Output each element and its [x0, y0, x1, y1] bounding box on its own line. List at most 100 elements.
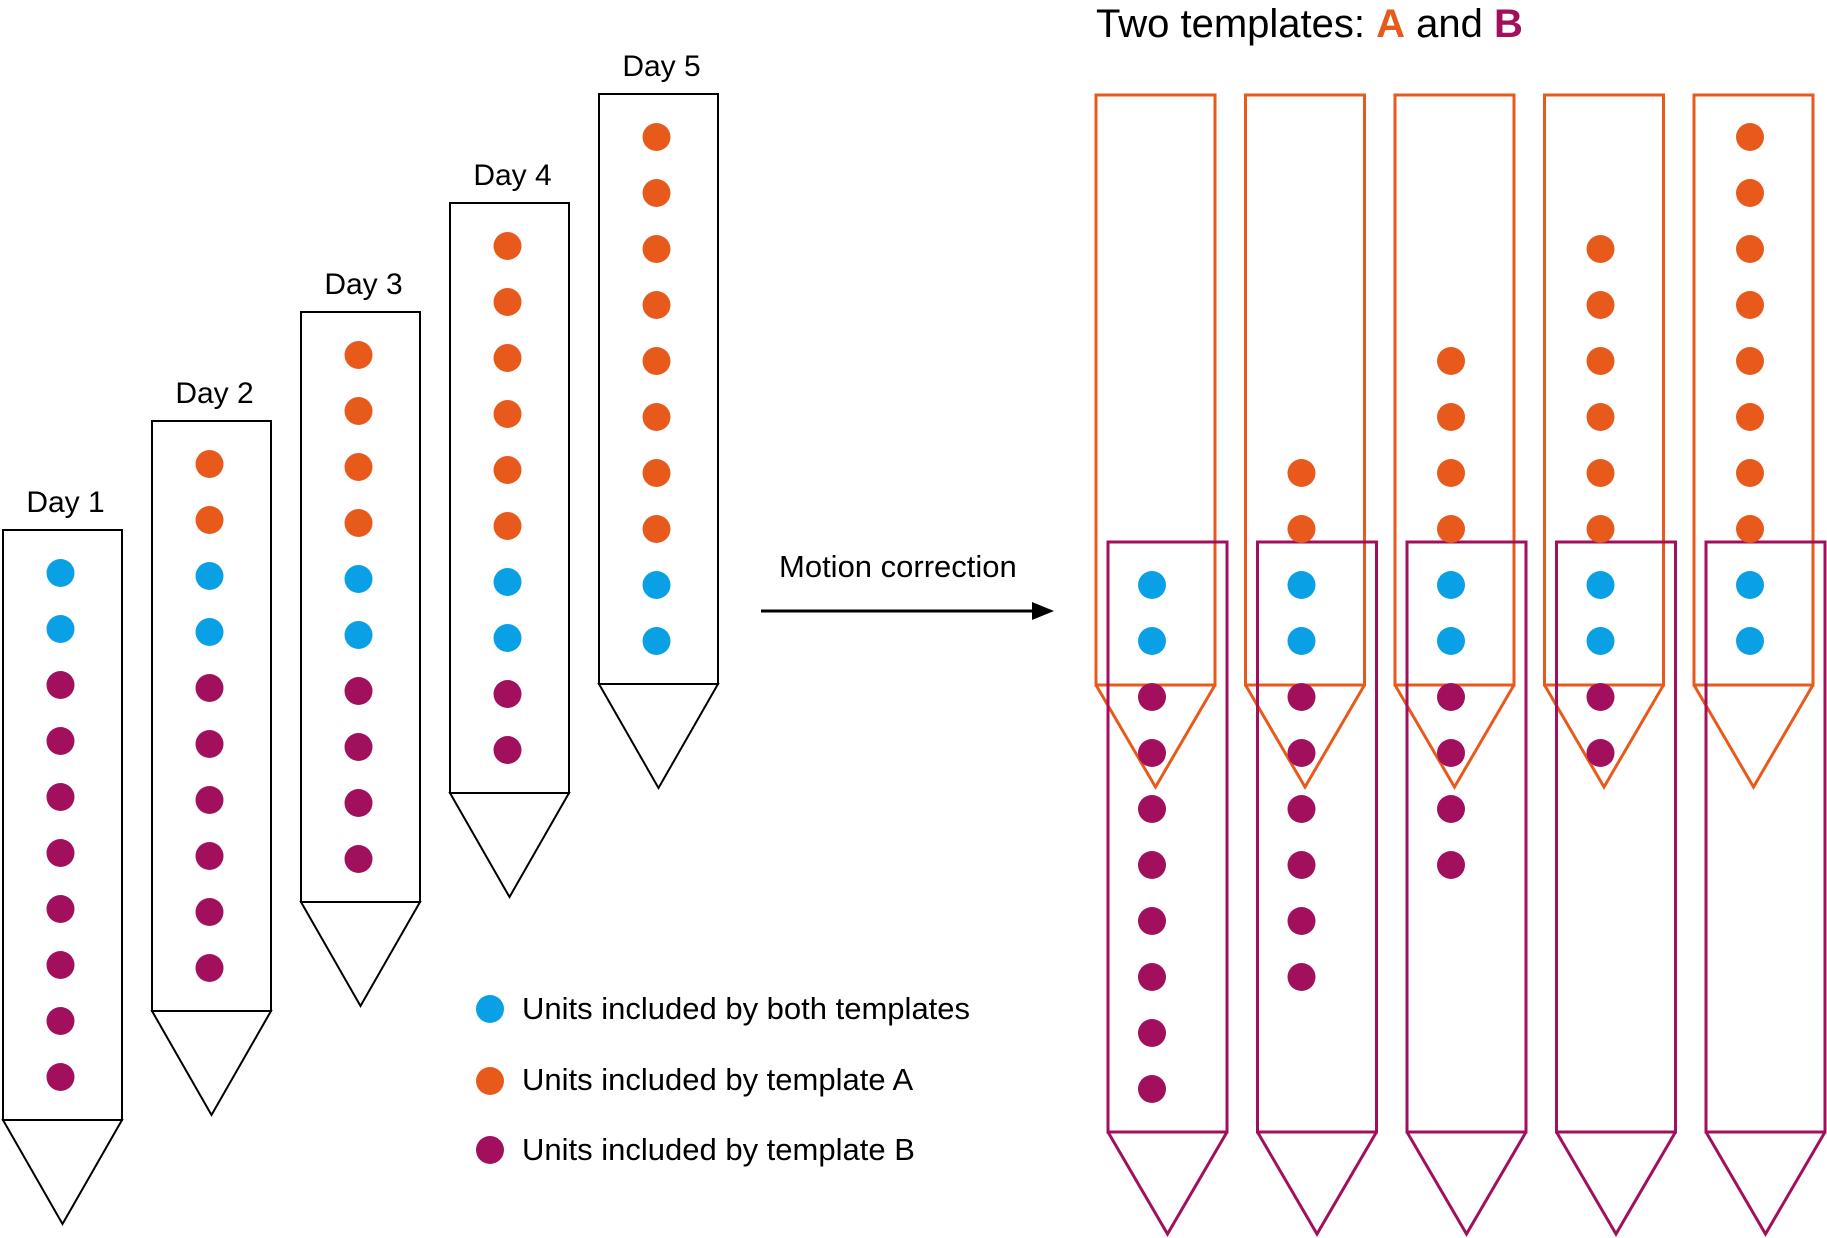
motion-correction-arrow: Motion correction: [761, 549, 1054, 620]
unit-dot-template-b: [195, 954, 224, 982]
unit-dot-template-b: [1287, 683, 1316, 711]
unit-dot-template-a: [1736, 291, 1764, 319]
unit-dot-template-a: [1437, 347, 1465, 375]
probe-tip: [150, 1010, 273, 1118]
corrected-probe-2: [1244, 93, 1378, 1237]
day-label: Day 2: [175, 377, 253, 410]
corrected-probe-3: [1393, 93, 1528, 1237]
unit-dot-template-b: [1437, 851, 1465, 879]
unit-dot-template-a: [344, 509, 373, 537]
unit-dot-template-b: [1138, 963, 1166, 991]
unit-dot-both: [46, 615, 75, 643]
unit-dot-template-b: [1138, 795, 1166, 823]
template-b-shank: [1405, 540, 1528, 1134]
unit-dot-template-a: [344, 341, 373, 369]
unit-dot-template-a: [1736, 403, 1764, 431]
unit-dot-template-b: [1138, 683, 1166, 711]
unit-dot-template-a: [1586, 347, 1615, 375]
probe-tip: [299, 901, 422, 1009]
unit-dot-template-a: [642, 235, 671, 263]
unit-dot-template-a: [1736, 347, 1764, 375]
template-a-tip: [1094, 684, 1217, 790]
unit-dot-template-a: [1586, 515, 1615, 543]
unit-dot-template-b: [344, 845, 373, 873]
unit-dot-template-b: [1437, 795, 1465, 823]
unit-dot-template-b: [344, 789, 373, 817]
unit-dot-template-a: [1736, 123, 1764, 151]
unit-dot-both: [493, 568, 522, 596]
unit-dot-template-b: [1287, 963, 1316, 991]
unit-dot-template-b: [1287, 795, 1316, 823]
left-probes-panel: Day 1 Day 2 Day 3 Day 4 Day 5: [1, 50, 720, 1227]
probe-day-3: Day 3: [299, 268, 422, 1009]
right-panel-title: Two templates: A and B: [1096, 2, 1523, 46]
unit-dot-both: [46, 559, 75, 587]
probe-day-2: Day 2: [150, 377, 273, 1118]
unit-dot-template-b: [46, 783, 75, 811]
unit-dot-both: [195, 562, 224, 590]
unit-dot-template-b: [344, 677, 373, 705]
day-label: Day 3: [324, 268, 402, 301]
template-b-tip: [1256, 1131, 1378, 1237]
unit-dot-template-b: [46, 671, 75, 699]
unit-dot-template-b: [195, 730, 224, 758]
template-b-shank: [1106, 540, 1229, 1134]
unit-dot-template-a: [1736, 179, 1764, 207]
unit-dot-template-b: [1287, 851, 1316, 879]
unit-dot-template-a: [1586, 291, 1615, 319]
corrected-probe-1: [1094, 93, 1229, 1237]
unit-dot-template-a: [195, 450, 224, 478]
unit-dot-template-b: [195, 842, 224, 870]
template-a-tip: [1393, 684, 1516, 790]
unit-dot-template-a: [493, 232, 522, 260]
legend-dot-template-a: [476, 1067, 504, 1095]
template-b-tip: [1405, 1131, 1528, 1237]
unit-dot-template-b: [46, 895, 75, 923]
unit-dot-template-a: [1437, 403, 1465, 431]
probe-tip: [448, 792, 571, 900]
unit-dot-both: [493, 624, 522, 652]
unit-dot-template-b: [1138, 851, 1166, 879]
unit-dot-template-a: [1736, 515, 1764, 543]
unit-dot-template-a: [1287, 459, 1316, 487]
title-and: and: [1405, 2, 1494, 46]
unit-dot-both: [642, 571, 671, 599]
legend-label-template-a: Units included by template A: [522, 1062, 913, 1097]
unit-dot-both: [195, 618, 224, 646]
unit-dot-template-a: [642, 123, 671, 151]
unit-dot-template-a: [1736, 459, 1764, 487]
probe-day-4: Day 4: [448, 159, 571, 900]
unit-dot-template-a: [642, 291, 671, 319]
unit-dot-template-b: [46, 839, 75, 867]
unit-dot-template-a: [493, 456, 522, 484]
unit-dot-both: [1138, 571, 1166, 599]
title-template-b: B: [1494, 2, 1523, 46]
unit-dot-template-b: [46, 1063, 75, 1091]
unit-dot-template-a: [493, 512, 522, 540]
unit-dot-template-b: [1138, 739, 1166, 767]
legend-dot-template-b: [476, 1136, 504, 1164]
unit-dot-template-a: [1287, 515, 1316, 543]
unit-dot-template-a: [642, 459, 671, 487]
template-b-tip: [1704, 1131, 1827, 1237]
legend-dot-both: [476, 995, 504, 1023]
unit-dot-both: [1586, 627, 1615, 655]
unit-dot-template-b: [46, 951, 75, 979]
day-label: Day 5: [622, 50, 700, 83]
unit-dot-both: [1736, 627, 1764, 655]
probe-day-1: Day 1: [1, 486, 124, 1227]
unit-dot-template-b: [1138, 1075, 1166, 1103]
unit-dot-both: [1287, 571, 1316, 599]
unit-dot-both: [344, 565, 373, 593]
probe-tip: [1, 1119, 124, 1227]
unit-dot-template-b: [1586, 683, 1615, 711]
unit-dot-template-a: [1437, 515, 1465, 543]
unit-dot-template-a: [1586, 459, 1615, 487]
unit-dot-template-b: [344, 733, 373, 761]
unit-dot-both: [1138, 627, 1166, 655]
unit-dot-template-a: [1586, 235, 1615, 263]
probe-tip: [597, 683, 720, 791]
unit-dot-both: [642, 627, 671, 655]
template-b-shank: [1704, 540, 1827, 1134]
template-a-shank: [1692, 93, 1815, 687]
